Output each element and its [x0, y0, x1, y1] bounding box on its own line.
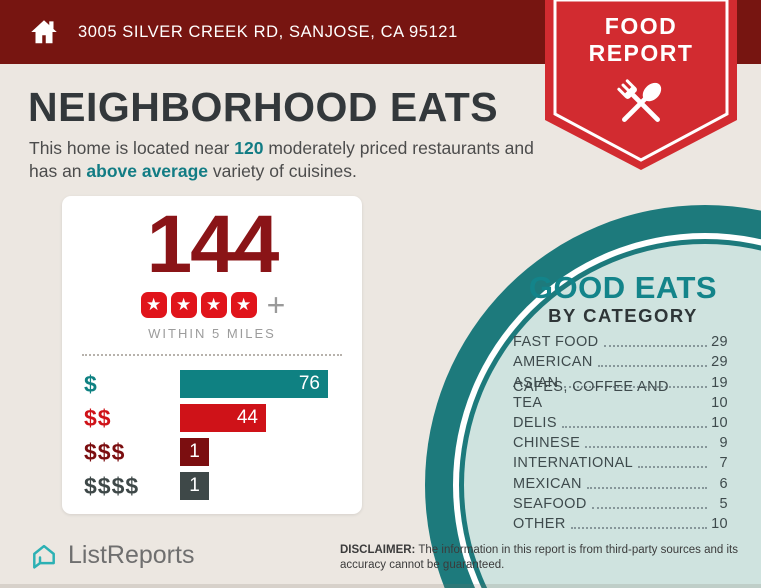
- price-tier-bar: 44: [180, 404, 266, 432]
- rating-stars-row: ★ ★ ★ ★ +: [62, 287, 362, 323]
- category-value: 29: [711, 334, 728, 351]
- price-tier-label: $$$$: [84, 472, 140, 499]
- category-value: 9: [719, 435, 728, 452]
- category-row: ASIAN 19: [513, 370, 728, 391]
- category-row: CHINESE 9: [513, 431, 728, 451]
- page-title: NEIGHBORHOOD EATS: [28, 84, 499, 130]
- dotted-leader: [570, 526, 707, 529]
- ribbon-line2: REPORT: [588, 40, 694, 66]
- price-tier-bar: 76: [180, 370, 328, 398]
- plus-icon: +: [266, 287, 286, 323]
- bar-value: 44: [236, 407, 258, 428]
- category-label: FAST FOOD: [513, 334, 599, 351]
- disclaimer-text: The information in this report is from t…: [340, 544, 738, 571]
- category-row: CAFES, COFFEE AND TEA 10: [513, 379, 728, 411]
- category-label: CAFES, COFFEE AND TEA: [513, 378, 669, 411]
- category-row: MEXICAN 6: [513, 471, 728, 492]
- summary-sentence: This home is located near 120 moderately…: [29, 137, 545, 184]
- dotted-leader: [563, 385, 707, 388]
- subtitle-text: variety of cuisines.: [208, 161, 357, 182]
- category-value: 10: [711, 414, 728, 431]
- price-tier-label: $$: [84, 404, 112, 431]
- price-tier-label: $: [84, 370, 98, 397]
- category-value: 5: [719, 495, 728, 512]
- disclaimer-label: DISCLAIMER:: [340, 544, 416, 556]
- category-value: 29: [711, 354, 728, 371]
- category-label: INTERNATIONAL: [513, 455, 634, 472]
- total-restaurant-count: 144: [146, 199, 280, 290]
- dotted-leader: [597, 365, 707, 368]
- category-row: OTHER 10: [513, 512, 728, 532]
- food-report-ribbon: FOOD REPORT: [545, 0, 737, 172]
- rating-star-icon: ★: [170, 292, 197, 318]
- category-row: INTERNATIONAL 7: [513, 451, 728, 471]
- bar-row: $76: [84, 370, 342, 398]
- price-tier-label: $$$: [84, 438, 126, 465]
- subtitle-text: This home is located near: [29, 138, 235, 158]
- bottom-shadow: [0, 584, 761, 588]
- dotted-leader: [603, 345, 707, 348]
- by-category-subtitle: BY CATEGORY: [548, 305, 698, 326]
- dotted-divider: [82, 354, 342, 356]
- ribbon-shape: [545, 0, 737, 170]
- home-icon: [31, 20, 57, 44]
- rating-star-icon: ★: [230, 292, 257, 318]
- restaurant-count-highlight: 120: [234, 138, 264, 158]
- category-label: CHINESE: [513, 435, 581, 452]
- listreports-house-icon: [33, 544, 55, 569]
- bar-value: 76: [298, 373, 320, 394]
- bar-value: 1: [189, 475, 200, 496]
- category-row: AMERICAN 29: [513, 350, 728, 370]
- category-row: FAST FOOD 29: [513, 330, 728, 350]
- dotted-leader: [638, 466, 707, 469]
- good-eats-header: GOOD EATS BY CATEGORY: [508, 272, 738, 327]
- category-value: 6: [719, 475, 728, 492]
- good-eats-title: GOOD EATS: [528, 270, 718, 305]
- category-label: DELIS: [513, 414, 557, 431]
- category-label: AMERICAN: [513, 354, 593, 371]
- ribbon-line1: FOOD: [604, 13, 678, 39]
- category-row: DELIS 10: [513, 411, 728, 431]
- radius-caption: WITHIN 5 MILES: [148, 326, 276, 341]
- category-row: SEAFOOD 5: [513, 492, 728, 512]
- dotted-leader: [585, 446, 707, 449]
- dotted-leader: [591, 506, 707, 509]
- category-value: 10: [711, 394, 728, 411]
- bar-row: $$$$ 1: [84, 472, 342, 500]
- rating-star-icon: ★: [140, 292, 167, 318]
- category-label: ASIAN: [513, 374, 559, 391]
- category-value: 7: [719, 455, 728, 472]
- price-tier-bar: 1: [180, 472, 209, 500]
- dotted-leader: [561, 425, 707, 428]
- disclaimer: DISCLAIMER: The information in this repo…: [340, 543, 740, 572]
- category-label: MEXICAN: [513, 475, 582, 492]
- rating-star-icon: ★: [200, 292, 227, 318]
- subtitle-text: moderately priced restaurants and has an: [29, 138, 534, 182]
- property-address: 3005 SILVER CREEK RD, SANJOSE, CA 95121: [78, 22, 458, 41]
- price-tier-bar-chart: $76 $$ 44 $$$ 1 $$$$ 1: [62, 366, 362, 500]
- ribbon-title: FOOD REPORT: [545, 13, 737, 67]
- price-tier-bar: 1: [180, 438, 209, 466]
- restaurant-summary-card: 144 ★ ★ ★ ★ + WITHIN 5 MILES $76 $$ 44 $$$ 1 $$$$…: [62, 196, 362, 514]
- bar-row: $$ 44: [84, 404, 342, 432]
- bar-row: $$$ 1: [84, 438, 342, 466]
- category-label: SEAFOOD: [513, 495, 587, 512]
- spoon-fork-icon: [617, 79, 662, 122]
- category-value: 10: [711, 515, 728, 532]
- category-value: 19: [711, 374, 728, 391]
- dotted-leader: [586, 486, 707, 489]
- category-label: OTHER: [513, 515, 566, 532]
- category-count-list: FAST FOOD 29 AMERICAN 29 ASIAN 19 CAFES, COFFE…: [513, 330, 728, 532]
- bar-value: 1: [189, 441, 200, 462]
- variety-highlight: above average: [86, 161, 209, 182]
- listreports-logo: ListReports: [30, 541, 194, 570]
- listreports-wordmark: ListReports: [68, 541, 195, 569]
